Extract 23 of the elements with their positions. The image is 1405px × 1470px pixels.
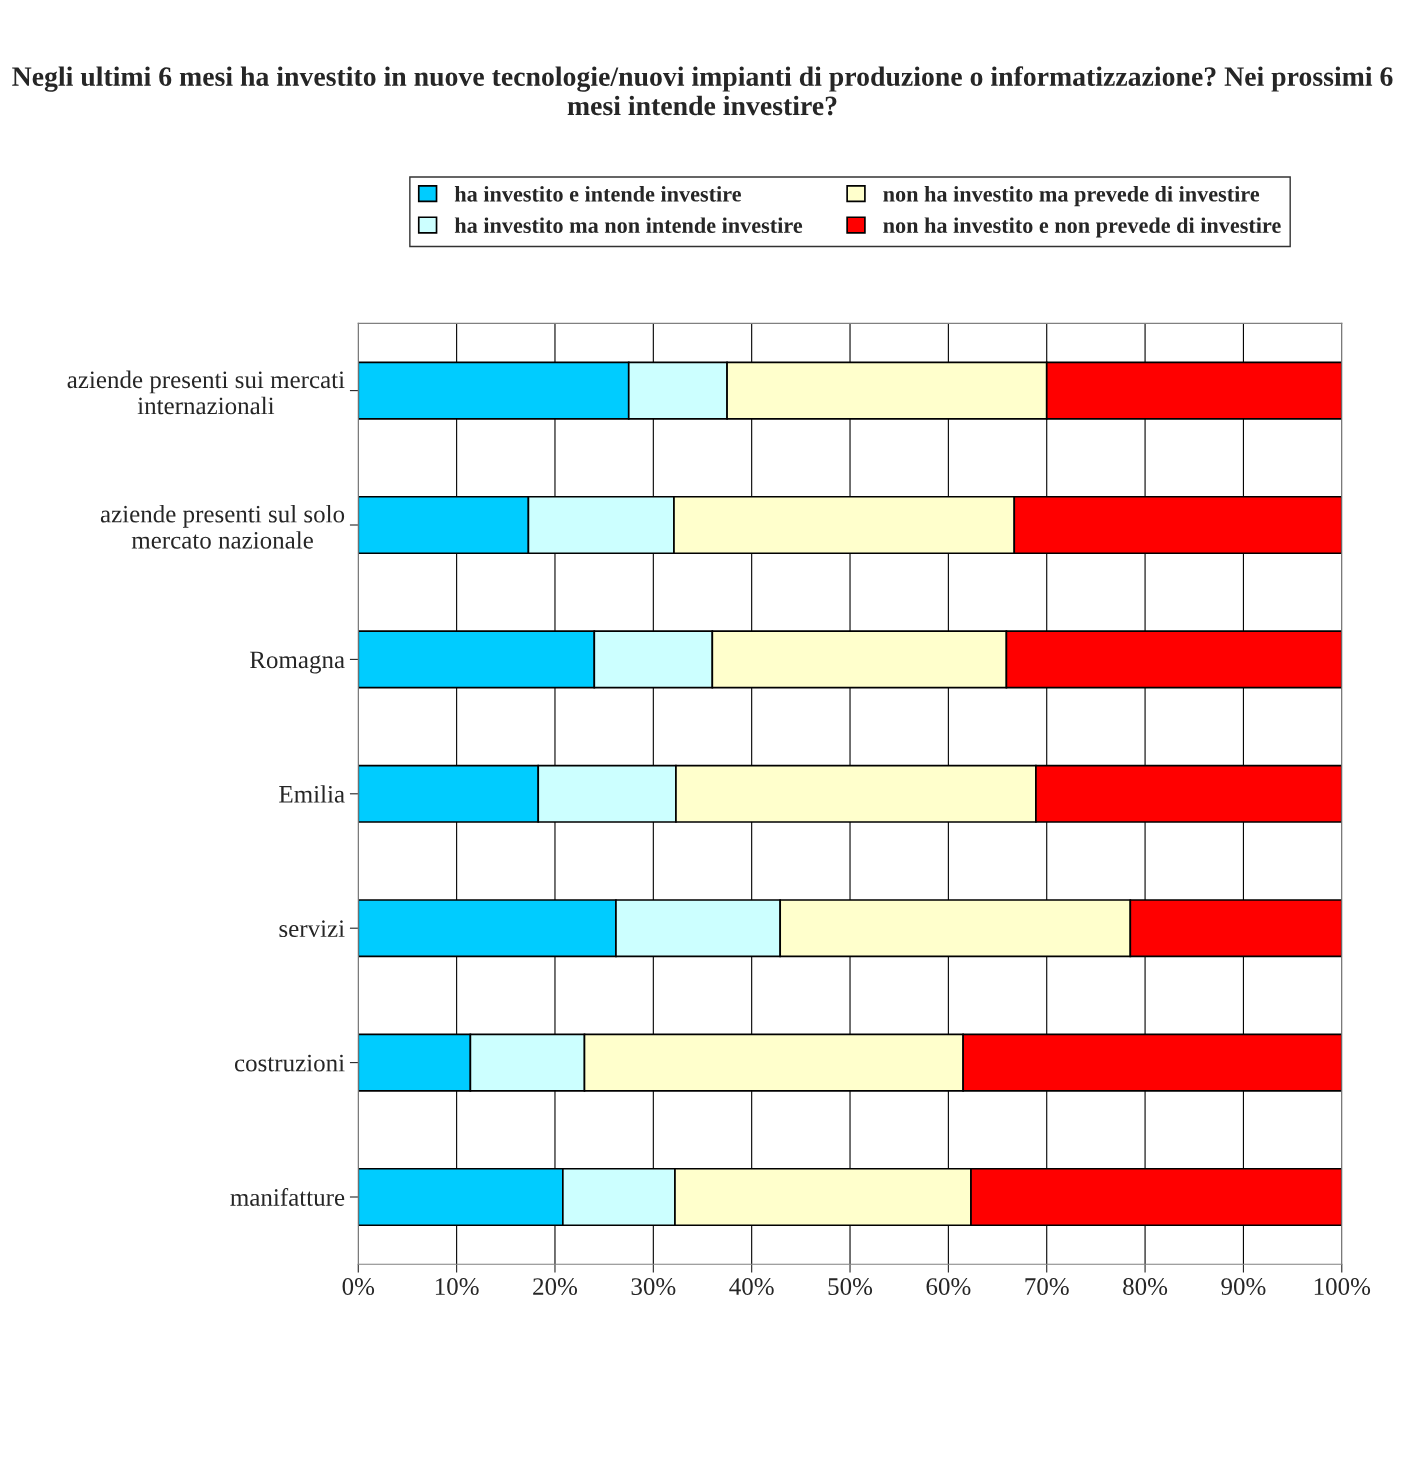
- x-tick-label: 60%: [926, 1278, 971, 1296]
- x-tick-label: 30%: [631, 1278, 676, 1296]
- y-tick-label: servizi: [279, 920, 345, 938]
- x-tick-label: 20%: [533, 1278, 578, 1296]
- y-tick-label: aziende presenti sui mercati internazionali: [67, 370, 345, 415]
- x-tick-label: 10%: [435, 1278, 479, 1296]
- legend-label: non ha investito e non prevede di investire: [883, 217, 1281, 238]
- x-tick-label: 100%: [1314, 1278, 1371, 1296]
- legend-label: ha investito e intende investire: [454, 185, 741, 202]
- x-tick-label: 50%: [828, 1278, 873, 1296]
- x-tick-label: 40%: [729, 1278, 774, 1296]
- x-tick-label: 0%: [342, 1278, 375, 1296]
- legend-label: non ha investito ma prevede di investire: [883, 185, 1260, 207]
- x-tick-label: 70%: [1025, 1278, 1069, 1296]
- legend-label: ha investito ma non intende investire: [454, 217, 803, 234]
- y-tick-label: Emilia: [279, 785, 345, 803]
- y-tick-label: costruzioni: [234, 1054, 345, 1072]
- chart-title: Negli ultimi 6 mesi ha investito in nuove tecnologie/nuovi impianti di produzione o informatizzazione? Nei prossimi 6 mesi intende investire?: [12, 66, 1393, 116]
- y-tick-label: Romagna: [249, 651, 345, 674]
- y-tick-label: manifatture: [230, 1188, 345, 1206]
- x-tick-label: 90%: [1221, 1278, 1266, 1296]
- x-tick-label: 80%: [1123, 1278, 1168, 1296]
- y-tick-label: aziende presenti sul solo mercato nazionale: [100, 504, 345, 549]
